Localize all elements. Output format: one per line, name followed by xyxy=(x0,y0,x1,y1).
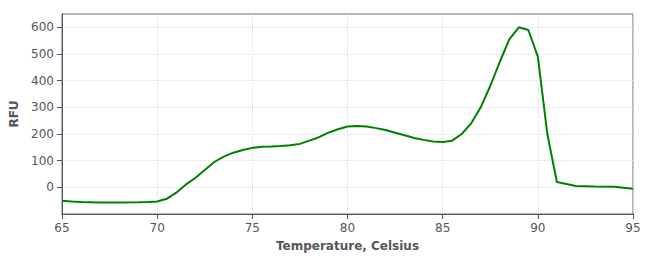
svg-text:75: 75 xyxy=(245,221,260,235)
svg-text:80: 80 xyxy=(340,221,355,235)
svg-text:500: 500 xyxy=(31,47,54,61)
svg-text:300: 300 xyxy=(31,100,54,114)
svg-text:RFU: RFU xyxy=(7,100,21,127)
svg-text:100: 100 xyxy=(31,154,54,168)
svg-text:85: 85 xyxy=(435,221,450,235)
svg-text:0: 0 xyxy=(46,180,54,194)
svg-text:600: 600 xyxy=(31,20,54,34)
svg-text:95: 95 xyxy=(625,221,640,235)
svg-text:90: 90 xyxy=(530,221,545,235)
svg-text:400: 400 xyxy=(31,74,54,88)
svg-text:70: 70 xyxy=(150,221,165,235)
svg-text:200: 200 xyxy=(31,127,54,141)
svg-text:65: 65 xyxy=(54,221,69,235)
svg-text:Temperature, Celsius: Temperature, Celsius xyxy=(276,239,419,253)
